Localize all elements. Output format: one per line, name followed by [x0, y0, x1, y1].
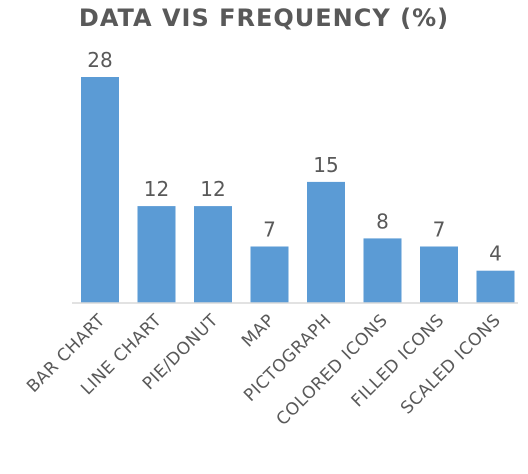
bar-map	[250, 246, 289, 303]
bar-bar-chart	[81, 77, 119, 303]
value-label-colored-icons: 8	[376, 209, 389, 233]
chart-title: DATA VIS FREQUENCY (%)	[78, 4, 450, 32]
value-label-line-chart: 12	[144, 177, 169, 201]
value-labels-layer: 28 12 12 7 15 8 7 4	[87, 48, 502, 266]
bar-pictograph	[307, 181, 345, 303]
bar-colored-icons	[363, 238, 402, 303]
value-label-bar-chart: 28	[87, 48, 112, 72]
value-label-scaled-icons: 4	[489, 242, 502, 266]
bar-pie-donut	[194, 206, 232, 303]
value-label-filled-icons: 7	[433, 218, 446, 242]
category-label-map: MAP	[238, 310, 279, 351]
bars-layer	[81, 77, 515, 303]
bar-filled-icons	[420, 246, 458, 303]
bar-line-chart	[137, 206, 176, 303]
value-label-pie-donut: 12	[200, 177, 225, 201]
bar-scaled-icons	[476, 270, 515, 303]
value-label-map: 7	[263, 218, 276, 242]
value-label-pictograph: 15	[313, 153, 338, 177]
category-label-scaled-icons: SCALED ICONS	[397, 310, 505, 418]
